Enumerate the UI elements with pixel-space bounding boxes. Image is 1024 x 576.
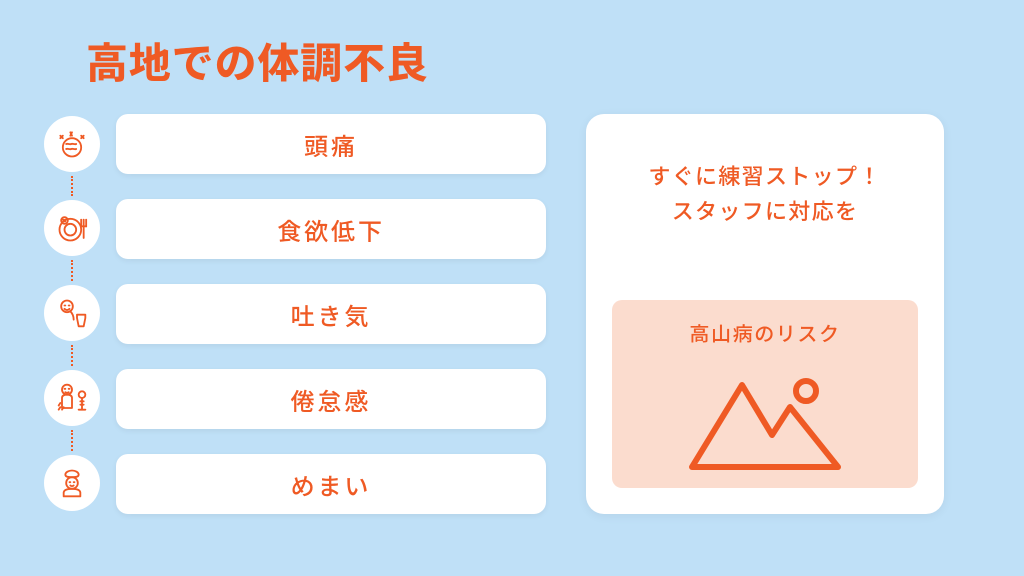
symptom-icon-column (44, 0, 100, 576)
risk-label: 高山病のリスク (612, 300, 918, 347)
symptom-card: 倦怠感 (116, 369, 546, 429)
icon-connector (71, 176, 73, 196)
nausea-icon (44, 285, 100, 341)
action-message-line: すぐに練習ストップ！ (586, 158, 944, 193)
symptom-label: めまい (291, 467, 372, 502)
symptom-card: 食欲低下 (116, 199, 546, 259)
slide-canvas: 高地での体調不良 頭痛食欲低下吐き気倦怠感めまい すぐに練習ストップ！スタッフに対… (0, 0, 1024, 576)
symptom-label: 頭痛 (304, 127, 358, 162)
action-panel: すぐに練習ストップ！スタッフに対応を高山病のリスク (586, 114, 944, 514)
symptom-label: 吐き気 (291, 297, 372, 332)
action-message-line: スタッフに対応を (586, 193, 944, 228)
symptom-card: 吐き気 (116, 284, 546, 344)
icon-connector (71, 345, 73, 366)
dizziness-icon (44, 455, 100, 511)
symptom-card: 頭痛 (116, 114, 546, 174)
page-title: 高地での体調不良 (86, 30, 429, 91)
fatigue-icon (44, 370, 100, 426)
action-message: すぐに練習ストップ！スタッフに対応を (586, 158, 944, 228)
icon-connector (71, 260, 73, 281)
symptom-label: 食欲低下 (277, 212, 385, 247)
appetite-icon (44, 200, 100, 256)
headache-icon (44, 116, 100, 172)
mountain-icon (612, 357, 918, 477)
symptom-card: めまい (116, 454, 546, 514)
symptom-label: 倦怠感 (291, 382, 372, 417)
risk-box: 高山病のリスク (612, 300, 918, 488)
icon-connector (71, 430, 73, 451)
